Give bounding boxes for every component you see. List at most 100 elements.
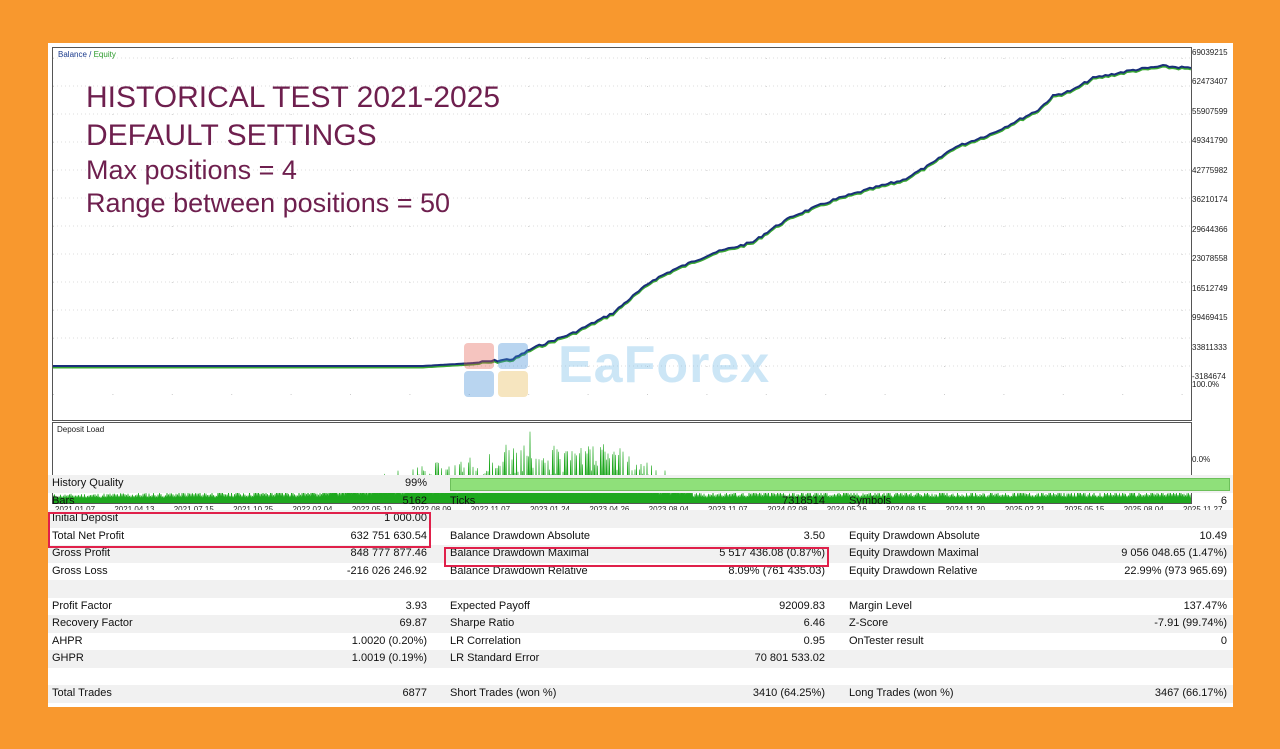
stat-value: 5 517 436.08 (0.87%) bbox=[719, 547, 825, 559]
stat-label: LR Standard Error bbox=[450, 652, 540, 664]
stat-label: Equity Drawdown Maximal bbox=[849, 547, 979, 559]
stat-value: 137.47% bbox=[1183, 599, 1227, 612]
legend-balance: Balance bbox=[58, 50, 87, 59]
stat-value: 0.95 bbox=[803, 634, 825, 647]
stats-row: Recovery Factor 69.87 Sharpe Ratio 6.46 Z-Sc… bbox=[48, 615, 1233, 633]
history-quality-label: History Quality bbox=[52, 477, 124, 489]
stat-value: 3.93 bbox=[405, 599, 427, 612]
stat-label: LR Correlation bbox=[450, 634, 521, 647]
x-tick-label: 2022.08.09 bbox=[411, 505, 451, 514]
stat-value: 70 801 533.02 bbox=[754, 652, 825, 664]
stats-row: Total Net Profit 632 751 630.54 Balance Dr… bbox=[48, 528, 1233, 546]
y-tick-label: 62473407 bbox=[1192, 77, 1228, 87]
overlay-title-line3: Max positions = 4 bbox=[86, 155, 297, 185]
stat-label: GHPR bbox=[52, 652, 84, 664]
tester-report: Balance / Equity HISTORICAL TEST 2021-20… bbox=[48, 43, 1233, 707]
stat-label: Sharpe Ratio bbox=[450, 617, 515, 629]
eaforex-logo-icon bbox=[464, 343, 528, 397]
stat-label: Expected Payoff bbox=[450, 599, 530, 612]
stat-value: 9 056 048.65 (1.47%) bbox=[1121, 547, 1227, 559]
legend-separator: / bbox=[86, 50, 94, 59]
stats-row: GHPR 1.0019 (0.19%) LR Standard Error 70 80… bbox=[48, 650, 1233, 668]
history-quality-bar bbox=[450, 478, 1230, 491]
stat-value: 7318514 bbox=[782, 494, 825, 507]
x-tick-label: 2025.08.04 bbox=[1124, 505, 1164, 514]
stat-value: 3467 (66.17%) bbox=[1154, 687, 1227, 699]
deposit-load-plot bbox=[53, 431, 1191, 503]
stat-value: 1 000.00 bbox=[384, 512, 427, 524]
x-tick-label: 2022.11.07 bbox=[471, 505, 510, 514]
stat-label: Recovery Factor bbox=[52, 617, 133, 629]
x-tick-label: 2024.05.16 bbox=[827, 505, 867, 514]
stat-label: Z-Score bbox=[849, 617, 889, 629]
stat-label: Gross Loss bbox=[52, 564, 108, 577]
deposit-load-area bbox=[53, 431, 1191, 503]
history-quality-value: 99% bbox=[404, 477, 427, 489]
y-tick-label: 23078558 bbox=[1192, 254, 1228, 264]
x-tick-label: 2023.11.07 bbox=[708, 505, 747, 514]
x-tick-label: 2024.02.08 bbox=[767, 505, 807, 514]
stat-value: 632 751 630.54 bbox=[350, 529, 427, 542]
stat-value: 6 bbox=[1220, 494, 1227, 507]
balance-equity-chart: Balance / Equity HISTORICAL TEST 2021-20… bbox=[52, 47, 1192, 421]
stat-value: 92009.83 bbox=[779, 599, 825, 612]
stat-label: Total Trades bbox=[52, 687, 112, 699]
stat-label: AHPR bbox=[52, 634, 83, 647]
overlay-title-line4: Range between positions = 50 bbox=[86, 188, 451, 218]
stat-label: Balance Drawdown Absolute bbox=[450, 529, 591, 542]
y-tick-label: 55907599 bbox=[1192, 106, 1228, 116]
y-tick-label: 16512749 bbox=[1192, 283, 1228, 293]
y-tick-label: -3184674 bbox=[1192, 372, 1226, 381]
stat-label: Symbols bbox=[849, 494, 892, 507]
watermark-text: EaForex bbox=[558, 336, 771, 394]
x-tick-label: 2023.01.24 bbox=[530, 505, 570, 514]
stat-label: Balance Drawdown Relative bbox=[450, 564, 588, 577]
stat-value: 1.0020 (0.20%) bbox=[351, 634, 427, 647]
stat-label: OnTester result bbox=[849, 634, 924, 647]
y-tick-label: 36210174 bbox=[1192, 195, 1228, 205]
load-tick-label: 0.0% bbox=[1192, 455, 1211, 464]
balance-equity-plot bbox=[53, 57, 1191, 395]
stat-value: 0 bbox=[1220, 634, 1227, 647]
stats-row: Gross Loss -216 026 246.92 Balance Drawdow… bbox=[48, 563, 1233, 581]
stats-row: Bars 5162 Ticks 7318514 Symbols 6 bbox=[48, 493, 1233, 511]
stat-value: 8.09% (761 435.03) bbox=[728, 564, 825, 577]
stat-label: Equity Drawdown Absolute bbox=[849, 529, 980, 542]
y-tick-label: 29644366 bbox=[1192, 224, 1228, 234]
highlight-balance-drawdown bbox=[444, 547, 829, 567]
stats-row bbox=[48, 668, 1233, 686]
x-tick-label: 2021.04.13 bbox=[114, 505, 154, 514]
x-tick-label: 2025.11.27 bbox=[1183, 505, 1222, 514]
stat-label: Margin Level bbox=[849, 599, 912, 612]
stat-label: Total Net Profit bbox=[52, 529, 125, 542]
x-tick-label: 2023.04.26 bbox=[589, 505, 629, 514]
y-tick-label: 49341790 bbox=[1192, 136, 1228, 146]
stat-label: Long Trades (won %) bbox=[849, 687, 954, 699]
stats-row: AHPR 1.0020 (0.20%) LR Correlation 0.95 OnTe… bbox=[48, 633, 1233, 651]
y-tick-label: 3381133​3 bbox=[1192, 342, 1227, 352]
stat-value: 848 777 877.46 bbox=[350, 547, 427, 559]
stat-label: Bars bbox=[52, 494, 75, 507]
stat-label: Profit Factor bbox=[52, 599, 112, 612]
stat-label: Equity Drawdown Relative bbox=[849, 564, 978, 577]
stat-value: 5162 bbox=[402, 494, 427, 507]
stat-value: -216 026 246.92 bbox=[346, 564, 427, 577]
stats-row: Profit Factor 3.93 Expected Payoff 92009.83… bbox=[48, 598, 1233, 616]
stats-row: Initial Deposit 1 000.00 bbox=[48, 510, 1233, 528]
watermark: EaForex bbox=[458, 333, 838, 403]
stats-row-history-quality: History Quality 99% bbox=[48, 475, 1233, 493]
y-tick-label: 69039215 bbox=[1192, 48, 1228, 57]
overlay-title-line1: HISTORICAL TEST 2021-2025 bbox=[86, 81, 501, 114]
y-tick-label: 42775982 bbox=[1192, 165, 1228, 175]
load-tick-label: 100.0% bbox=[1192, 380, 1220, 389]
highlight-deposit-profit bbox=[48, 512, 431, 548]
stats-row: Gross Profit 848 777 877.46 Balance Drawdo… bbox=[48, 545, 1233, 563]
stats-row bbox=[48, 580, 1233, 598]
stat-value: 6.46 bbox=[803, 617, 825, 629]
x-tick-label: 2022.05.10 bbox=[352, 505, 392, 514]
stats-row: Total Trades 6877 Short Trades (won %) 3410… bbox=[48, 685, 1233, 703]
x-tick-label: 2024.08.15 bbox=[886, 505, 926, 514]
stat-label: Initial Deposit bbox=[52, 512, 119, 524]
x-tick-label: 2022.02.04 bbox=[292, 505, 332, 514]
stat-label: Gross Profit bbox=[52, 547, 111, 559]
